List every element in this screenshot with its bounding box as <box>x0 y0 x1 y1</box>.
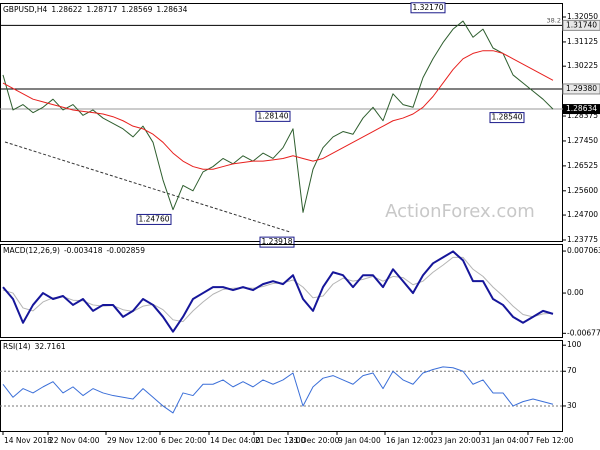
title-text: RSI(14) <box>3 342 31 351</box>
last-price-label: 1.28634 <box>566 104 597 113</box>
title-text: GBPUSD,H4 <box>3 5 48 14</box>
x-tick-label: 7 Feb 12:00 <box>529 436 574 445</box>
x-tick-label: 9 Jan 04:00 <box>338 436 381 445</box>
price-box <box>489 112 525 124</box>
x-tick-label: 16 Jan 12:00 <box>386 436 434 445</box>
series-line <box>2 20 554 213</box>
price-box <box>136 213 172 225</box>
x-tick-label: 31 Dec 20:00 <box>289 436 340 445</box>
panel-frame <box>0 340 563 432</box>
price-box <box>255 110 291 122</box>
background <box>0 0 563 450</box>
panel-title: RSI(14) 32.7161 <box>3 342 66 351</box>
x-tick-label: 22 Nov 04:00 <box>49 436 100 445</box>
reading: 1.28569 <box>121 5 152 14</box>
reading: 1.28634 <box>156 5 187 14</box>
series-line <box>2 50 554 170</box>
level-label: 1.29380 <box>566 84 597 93</box>
price-box-label: 1.32170 <box>412 3 443 12</box>
reading: 32.7161 <box>35 342 66 351</box>
x-tick-label: 23 Jan 20:00 <box>433 436 481 445</box>
y-tick-label: 70 <box>567 366 577 375</box>
y-tick-label: 1.30225 <box>567 61 598 70</box>
level-label: 1.31740 <box>566 20 597 29</box>
watermark: ActionForex.com <box>385 201 535 222</box>
y-tick-label: 1.32050 <box>567 12 598 21</box>
level-label-bg <box>562 83 600 95</box>
price-box-label: 1.23918 <box>261 237 292 246</box>
reading: -0.003418 <box>64 246 103 255</box>
y-tick-label: 1.28375 <box>567 111 598 120</box>
y-tick-label: 1.27450 <box>567 136 598 145</box>
reading: -0.002859 <box>106 246 145 255</box>
y-tick-label: 0.007063 <box>567 246 600 255</box>
last-price-bg <box>563 104 600 115</box>
series-line <box>2 366 554 414</box>
x-tick-label: 14 Nov 2018 <box>4 436 52 445</box>
price-box <box>259 236 295 248</box>
reading: 1.28622 <box>51 5 82 14</box>
fib-label: 38.2 <box>547 16 561 24</box>
x-tick-label: 21 Dec 12:00 <box>255 436 306 445</box>
reading: 1.28717 <box>86 5 117 14</box>
y-tick-label: 1.24700 <box>567 210 598 219</box>
y-tick-label: 0.00 <box>567 288 584 297</box>
panel-title: MACD(12,26,9) -0.003418 -0.002859 <box>3 246 145 255</box>
x-tick-label: 14 Dec 04:00 <box>210 436 261 445</box>
y-tick-label: 1.25600 <box>567 186 598 195</box>
x-tick-label: 31 Jan 04:00 <box>481 436 529 445</box>
panel-frame <box>0 244 563 338</box>
y-tick-label: 1.26525 <box>567 161 598 170</box>
level-label-bg <box>562 19 600 31</box>
y-tick-label: -0.006774 <box>567 328 600 337</box>
y-tick-label: 30 <box>567 401 577 410</box>
y-tick-label: 1.31125 <box>567 37 598 46</box>
x-tick-label: 6 Dec 20:00 <box>161 436 207 445</box>
price-box <box>410 2 446 14</box>
x-tick-label: 29 Nov 12:00 <box>107 436 158 445</box>
title-text: MACD(12,26,9) <box>3 246 60 255</box>
y-tick-label: 100 <box>567 340 582 349</box>
price-box-label: 1.24760 <box>138 214 169 223</box>
y-tick-label: 1.23775 <box>567 235 598 244</box>
price-box-label: 1.28540 <box>491 113 522 122</box>
series-line <box>2 250 554 333</box>
price-box-label: 1.28140 <box>257 111 288 120</box>
panel-title: GBPUSD,H4 1.28622 1.28717 1.28569 1.28634 <box>3 5 188 14</box>
